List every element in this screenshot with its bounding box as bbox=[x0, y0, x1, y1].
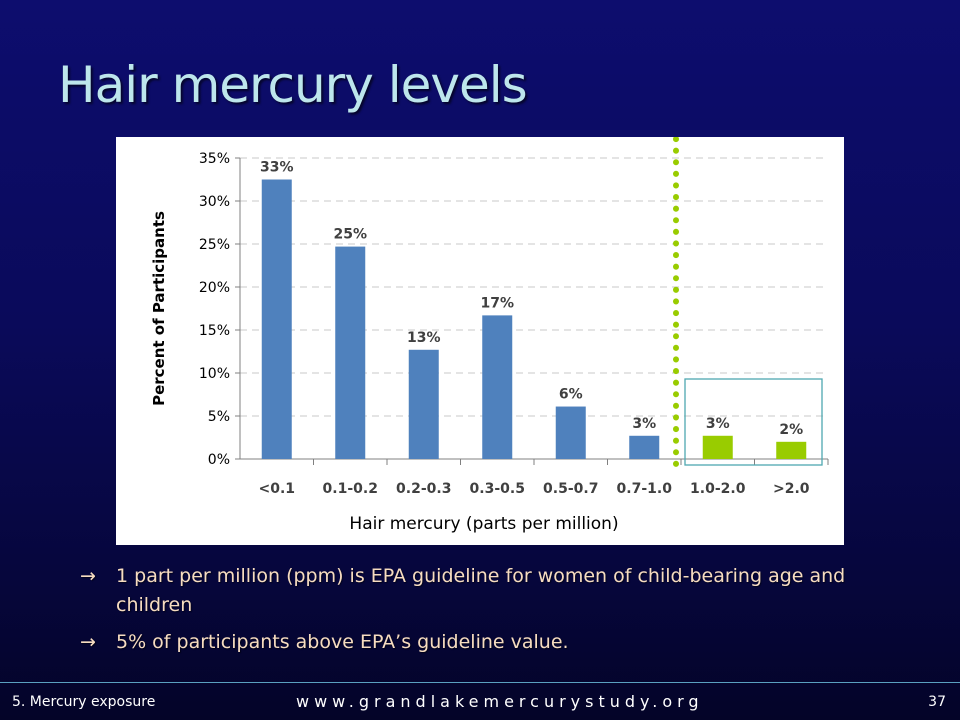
bar bbox=[408, 349, 439, 459]
slide-number: 37 bbox=[928, 694, 946, 710]
highlight-box bbox=[684, 378, 823, 466]
y-tick-label: 30% bbox=[199, 194, 230, 210]
x-tick-label: 0.2-0.3 bbox=[396, 481, 451, 497]
footer-section-label: 5. Mercury exposure bbox=[12, 694, 156, 710]
bar bbox=[702, 435, 733, 459]
bar bbox=[629, 435, 660, 459]
data-label: 3% bbox=[706, 416, 730, 432]
x-tick-label: 0.1-0.2 bbox=[323, 481, 378, 497]
bullet-text: 1 part per million (ppm) is EPA guidelin… bbox=[116, 565, 846, 616]
arrow-icon: → bbox=[80, 631, 96, 653]
bar bbox=[555, 406, 586, 459]
data-label: 2% bbox=[779, 422, 803, 438]
y-tick-label: 10% bbox=[199, 366, 230, 382]
data-label: 33% bbox=[260, 160, 294, 176]
chart-svg: 0% 5% 10% 15% 20% 25% 30% 35% 33% <0.1 25% 0.1-0.2 1… bbox=[150, 137, 829, 534]
bullet-item: → 5% of participants above EPA’s guideli… bbox=[80, 628, 920, 657]
bar bbox=[335, 246, 366, 459]
x-tick-label: 0.7-1.0 bbox=[617, 481, 673, 497]
data-label: 17% bbox=[480, 295, 514, 311]
bar-chart: 0% 5% 10% 15% 20% 25% 30% 35% 33% <0.1 25% 0.1-0.2 1… bbox=[116, 137, 844, 545]
slide-title: Hair mercury levels bbox=[58, 56, 528, 114]
x-tick-label: 0.5-0.7 bbox=[543, 481, 598, 497]
y-tick-label: 5% bbox=[208, 409, 230, 425]
bullet-list: → 1 part per million (ppm) is EPA guidel… bbox=[80, 562, 920, 665]
x-tick-label: <0.1 bbox=[258, 481, 295, 497]
bullet-text: 5% of participants above EPA’s guideline… bbox=[116, 631, 569, 653]
arrow-icon: → bbox=[80, 565, 96, 587]
x-tick-label: >2.0 bbox=[773, 481, 810, 497]
y-axis-title: Percent of Participants bbox=[150, 211, 168, 406]
bar bbox=[776, 441, 807, 459]
y-tick-label: 35% bbox=[199, 151, 230, 167]
bar bbox=[261, 179, 292, 459]
y-tick-label: 20% bbox=[199, 280, 230, 296]
data-label: 6% bbox=[559, 387, 583, 403]
x-axis-title: Hair mercury (parts per million) bbox=[349, 514, 618, 534]
footer-url: www.grandlakemercurystudy.org bbox=[296, 692, 704, 711]
bar bbox=[482, 315, 513, 459]
footer-divider bbox=[0, 682, 960, 683]
bullet-item: → 1 part per million (ppm) is EPA guidel… bbox=[80, 562, 920, 620]
y-tick-label: 15% bbox=[199, 323, 230, 339]
x-tick-label: 0.3-0.5 bbox=[470, 481, 525, 497]
data-label: 3% bbox=[632, 416, 656, 432]
data-label: 25% bbox=[333, 227, 367, 243]
y-tick-label: 0% bbox=[208, 452, 230, 468]
y-tick-label: 25% bbox=[199, 237, 230, 253]
data-label: 13% bbox=[407, 330, 441, 346]
x-tick-label: 1.0-2.0 bbox=[690, 481, 746, 497]
